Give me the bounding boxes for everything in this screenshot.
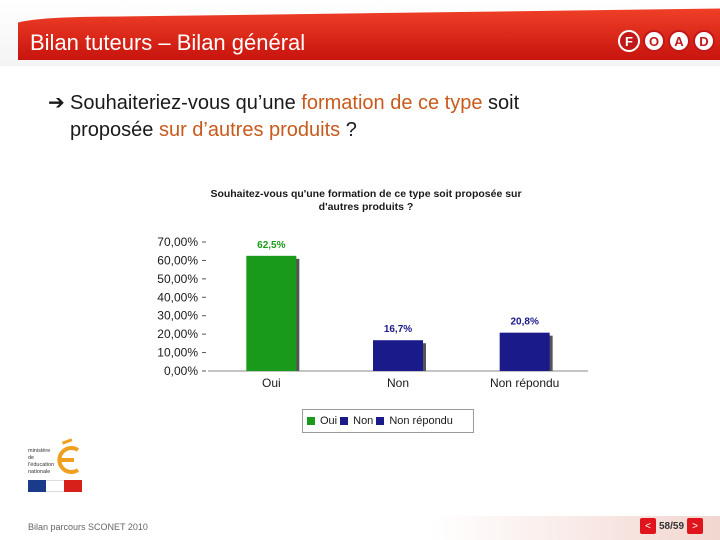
- ministry-label: ministère de l'éducation nationale: [28, 448, 55, 475]
- question-highlight: formation de ce type: [301, 92, 483, 114]
- legend-label: Non répondu: [389, 415, 453, 427]
- y-tick-label: 70,00%: [157, 235, 198, 249]
- logo-letter: O: [643, 30, 665, 52]
- french-flag: [28, 480, 82, 492]
- data-label: 20,8%: [510, 317, 538, 328]
- x-tick-label: Oui: [262, 376, 281, 390]
- question-line-2: proposée sur d’autres produits ?: [48, 117, 688, 144]
- footer-bar: [0, 516, 720, 540]
- y-tick-label: 40,00%: [157, 290, 198, 304]
- y-tick-label: 20,00%: [157, 327, 198, 341]
- question-text: ➔ Souhaiteriez-vous qu’une formation de c…: [48, 90, 688, 144]
- slide-pager: < 58/59 >: [640, 518, 704, 534]
- page-counter: 58/59: [659, 520, 685, 532]
- chart-legend: Oui Non Non répondu: [302, 409, 474, 433]
- question-part: ?: [340, 119, 357, 141]
- logo-letter: A: [668, 30, 690, 52]
- legend-label: Oui: [320, 415, 338, 427]
- y-tick-label: 30,00%: [157, 309, 198, 323]
- data-label: 16,7%: [384, 324, 412, 335]
- logo-letter: D: [693, 30, 715, 52]
- legend-swatch-oui: [307, 417, 315, 425]
- next-slide-button[interactable]: >: [687, 518, 704, 534]
- previous-slide-button[interactable]: <: [640, 518, 656, 534]
- footer-text: Bilan parcours SCONET 2010: [28, 522, 148, 532]
- question-part: soit: [482, 92, 520, 114]
- y-tick-label: 0,00%: [164, 364, 198, 378]
- legend-swatch-non: [340, 417, 349, 425]
- ministry-logo: [57, 438, 80, 474]
- question-highlight: sur d’autres produits: [158, 119, 341, 141]
- question-part: proposée: [70, 119, 159, 141]
- page-title: Bilan tuteurs – Bilan général: [30, 30, 306, 55]
- y-tick-label: 60,00%: [157, 253, 198, 267]
- y-tick-label: 10,00%: [157, 346, 198, 360]
- x-tick-label: Non: [387, 376, 409, 390]
- bar: [246, 255, 297, 371]
- bar: [499, 332, 550, 371]
- bar-chart: 70,00% 60,00% 50,00% 40,00% 30,00% 20,00% 10,0…: [157, 235, 588, 390]
- bar: [373, 340, 423, 371]
- x-tick-label: Non répondu: [490, 376, 559, 390]
- arrow-right-icon: ➔: [48, 92, 65, 114]
- data-label: 62,5%: [257, 240, 285, 251]
- foad-logo: F O A D: [618, 30, 715, 52]
- question-part: Souhaiteriez-vous qu’une: [70, 92, 302, 114]
- y-tick-label: 50,00%: [157, 272, 198, 286]
- chart-title: Souhaitez-vous qu'une formation de ce ty…: [210, 188, 522, 213]
- legend-swatch-non-repondu: [376, 417, 385, 425]
- legend-label: Non: [353, 415, 374, 427]
- header-banner: [17, 7, 720, 60]
- logo-letter: F: [618, 30, 640, 52]
